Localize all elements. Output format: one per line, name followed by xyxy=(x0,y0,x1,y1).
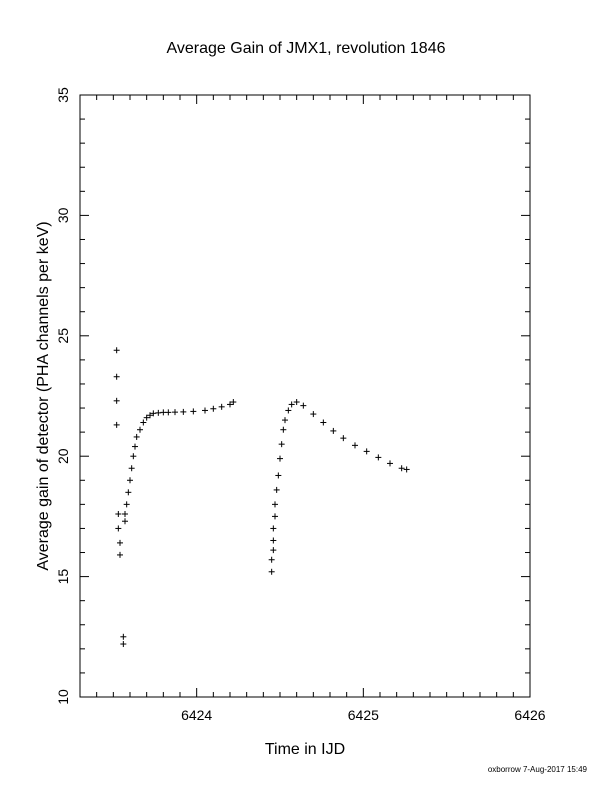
data-point xyxy=(115,525,122,532)
data-point xyxy=(117,539,123,546)
data-point xyxy=(172,409,178,416)
data-point xyxy=(363,448,370,455)
data-point xyxy=(115,510,122,517)
y-tick-label: 10 xyxy=(55,689,71,705)
data-point xyxy=(227,401,233,408)
data-point xyxy=(143,414,150,421)
data-point xyxy=(113,397,120,404)
x-tick-labels: 6424 6425 6426 xyxy=(181,707,546,723)
x-axis-label: Time in IJD xyxy=(265,741,345,758)
data-point xyxy=(320,419,327,426)
data-point xyxy=(218,403,225,410)
data-point xyxy=(278,441,285,448)
data-point xyxy=(130,453,137,460)
data-point xyxy=(120,641,127,648)
data-point xyxy=(352,442,358,449)
data-point xyxy=(310,411,317,418)
data-point xyxy=(403,466,410,473)
y-tick-labels: 10 15 20 25 30 35 xyxy=(55,87,71,705)
data-point xyxy=(275,472,282,479)
data-point xyxy=(180,408,187,415)
data-point xyxy=(202,407,208,414)
y-tick-label: 15 xyxy=(55,569,71,585)
x-tick-label: 6426 xyxy=(514,707,545,723)
data-point xyxy=(190,408,197,415)
data-point xyxy=(340,435,347,442)
footer-credit: oxborrow 7-Aug-2017 15:49 xyxy=(488,765,588,774)
data-point xyxy=(230,399,237,406)
data-point xyxy=(268,568,275,575)
data-point xyxy=(387,460,393,467)
data-point xyxy=(285,407,292,414)
data-point xyxy=(330,427,337,434)
data-point xyxy=(165,409,172,416)
data-point xyxy=(137,426,143,433)
y-axis-label: Average gain of detector (PHA channels p… xyxy=(35,221,52,570)
data-point xyxy=(132,443,138,450)
data-point xyxy=(398,465,405,472)
data-point xyxy=(133,433,140,440)
x-tick-label: 6425 xyxy=(348,707,379,723)
data-point xyxy=(270,547,277,554)
data-point xyxy=(122,510,128,517)
data-point xyxy=(125,489,132,496)
data-point xyxy=(120,633,127,640)
data-point xyxy=(277,455,283,462)
data-point xyxy=(123,501,130,508)
data-point xyxy=(270,537,277,544)
chart-title: Average Gain of JMX1, revolution 1846 xyxy=(167,40,446,57)
data-point xyxy=(375,454,382,461)
x-tick-label: 6424 xyxy=(181,707,212,723)
y-tick-label: 35 xyxy=(55,87,71,103)
data-point xyxy=(122,518,128,525)
data-point xyxy=(140,419,147,426)
data-points xyxy=(113,347,410,648)
axis-ticks xyxy=(79,94,531,698)
data-point xyxy=(147,412,153,419)
data-point xyxy=(128,465,135,472)
y-tick-label: 20 xyxy=(55,448,71,464)
data-point xyxy=(272,501,278,508)
data-point xyxy=(270,525,277,532)
y-tick-label: 25 xyxy=(55,328,71,344)
data-point xyxy=(268,556,275,563)
data-point xyxy=(273,486,280,493)
data-point xyxy=(300,402,307,409)
y-tick-label: 30 xyxy=(55,207,71,223)
data-point xyxy=(117,551,123,558)
data-point xyxy=(113,347,120,354)
data-point xyxy=(280,426,287,433)
data-point xyxy=(210,405,217,412)
data-point xyxy=(282,417,288,424)
data-point xyxy=(272,513,278,520)
data-point xyxy=(127,477,133,484)
data-point xyxy=(293,399,300,406)
data-point xyxy=(113,373,120,380)
data-point xyxy=(113,421,120,428)
plot-frame xyxy=(79,94,531,698)
data-point xyxy=(288,401,295,408)
